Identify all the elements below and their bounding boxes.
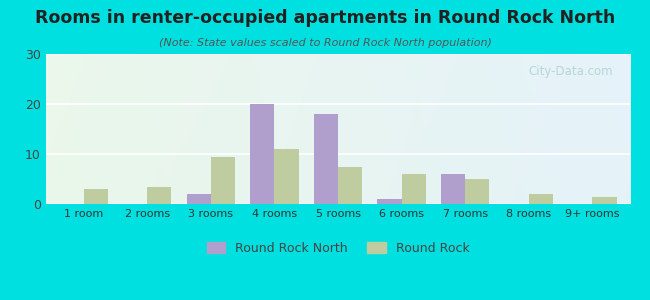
Bar <box>250 104 274 204</box>
Bar <box>338 167 362 204</box>
Bar <box>465 179 489 204</box>
Text: Rooms in renter-occupied apartments in Round Rock North: Rooms in renter-occupied apartments in R… <box>35 9 615 27</box>
Bar <box>441 174 465 204</box>
Bar <box>314 114 338 204</box>
Bar <box>211 157 235 204</box>
Bar <box>592 196 616 204</box>
Text: (Note: State values scaled to Round Rock North population): (Note: State values scaled to Round Rock… <box>159 38 491 47</box>
Legend: Round Rock North, Round Rock: Round Rock North, Round Rock <box>200 235 476 261</box>
Bar <box>402 174 426 204</box>
Bar <box>274 149 298 204</box>
Bar <box>148 187 172 204</box>
Bar <box>84 189 108 204</box>
Bar <box>528 194 553 204</box>
Bar <box>187 194 211 204</box>
Bar <box>378 199 402 204</box>
Text: City-Data.com: City-Data.com <box>528 64 613 77</box>
